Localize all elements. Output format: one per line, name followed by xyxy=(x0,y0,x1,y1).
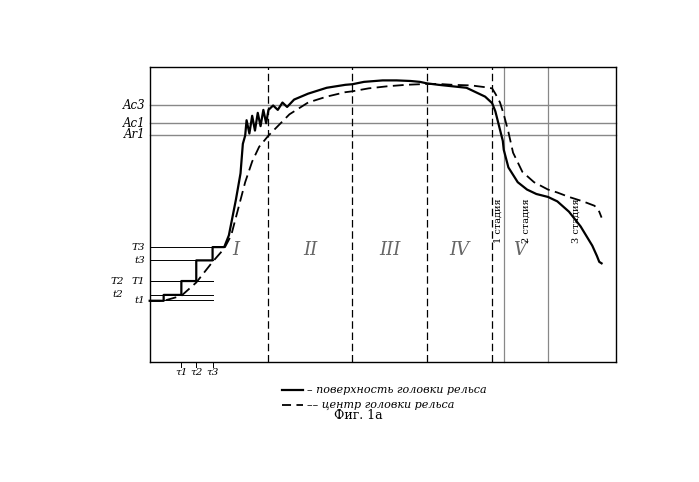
Text: T2: T2 xyxy=(110,277,124,285)
Text: Фиг. 1а: Фиг. 1а xyxy=(334,409,382,422)
Text: T3: T3 xyxy=(132,242,145,252)
Text: Ac3: Ac3 xyxy=(123,99,145,112)
Text: T1: T1 xyxy=(132,277,145,285)
Text: 2 стадия: 2 стадия xyxy=(521,198,531,243)
Text: 1 стадия: 1 стадия xyxy=(493,198,503,243)
Text: III: III xyxy=(379,241,401,259)
Text: – поверхность головки рельса: – поверхность головки рельса xyxy=(308,385,487,395)
Text: IV: IV xyxy=(449,241,470,259)
Text: 3 стадия: 3 стадия xyxy=(572,198,580,243)
Text: τ3: τ3 xyxy=(206,368,219,377)
Text: Ac1: Ac1 xyxy=(123,117,145,130)
Text: –– центр головки рельса: –– центр головки рельса xyxy=(308,400,455,410)
Text: t1: t1 xyxy=(135,296,145,305)
Text: I: I xyxy=(232,241,240,259)
Text: τ1: τ1 xyxy=(175,368,187,377)
Text: V: V xyxy=(514,241,526,259)
Text: τ2: τ2 xyxy=(190,368,203,377)
Text: Ar1: Ar1 xyxy=(124,129,145,142)
Text: II: II xyxy=(303,241,317,259)
Text: t3: t3 xyxy=(135,256,145,265)
Text: t2: t2 xyxy=(113,290,124,299)
